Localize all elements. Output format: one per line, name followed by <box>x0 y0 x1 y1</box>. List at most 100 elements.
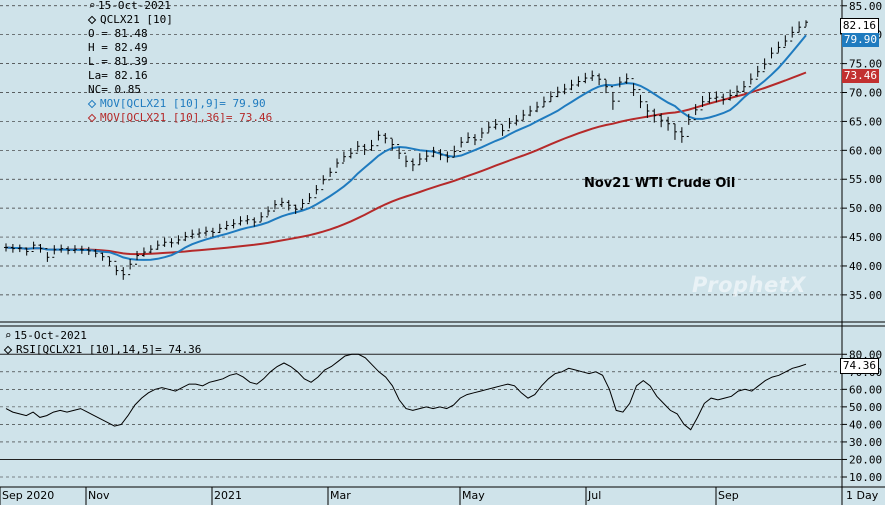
price-bar <box>238 216 243 226</box>
price-bar <box>645 101 650 118</box>
price-bar <box>569 79 574 91</box>
legend-low: L = 81.39 <box>88 55 148 68</box>
price-bar <box>252 217 257 227</box>
ma-slow-tag: 73.46 <box>841 69 879 83</box>
rsi-legend-label: RSI[QCLX21 [10],14,5]= 74.36 <box>16 343 202 356</box>
price-bar <box>328 167 333 181</box>
price-bar <box>231 219 236 229</box>
symbol-diamond-icon <box>87 15 97 25</box>
price-bar <box>335 158 340 173</box>
price-bar <box>472 134 477 146</box>
time-tick-label: Jul <box>587 489 601 502</box>
price-bar <box>286 200 291 211</box>
time-tick-label: Nov <box>88 489 110 502</box>
price-bar <box>445 151 450 163</box>
price-bar <box>107 256 112 266</box>
price-bar <box>114 260 119 276</box>
price-bar <box>514 115 519 126</box>
ma-slow-diamond-icon <box>87 113 97 123</box>
price-bar <box>541 96 546 108</box>
price-bar <box>266 206 271 218</box>
time-tick-label: 2021 <box>214 489 242 502</box>
price-bar <box>507 117 512 132</box>
price-bar <box>24 247 29 256</box>
legend-net-change: NC= 0.85 <box>88 83 141 96</box>
price-bar <box>721 93 726 105</box>
price-bar <box>638 89 643 109</box>
price-bar <box>672 123 677 140</box>
price-bar <box>224 220 229 231</box>
price-bar <box>735 85 740 97</box>
price-bar <box>755 65 760 80</box>
price-bar <box>66 246 71 255</box>
price-legend: ⌕ 15-Oct-2021 QCLX21 [10] O = 81.48 H = 8… <box>86 0 272 125</box>
magnifier-icon: ⌕ <box>88 0 96 12</box>
price-bar <box>590 70 595 81</box>
legend-ma-fast: MOV[QCLX21 [10],9]= 79.90 <box>100 97 266 110</box>
time-tick-label: Sep <box>718 489 739 502</box>
price-bar <box>548 91 553 103</box>
rsi-tick-label: 20.00 <box>849 453 882 466</box>
price-tick-label: 85.00 <box>849 0 882 13</box>
price-bar <box>610 86 615 110</box>
price-bar <box>404 152 408 168</box>
price-bar <box>190 229 195 239</box>
price-bar <box>493 119 498 130</box>
price-bar <box>741 80 746 92</box>
price-bar <box>466 132 471 143</box>
price-bar <box>679 127 684 143</box>
price-bar <box>341 151 346 164</box>
last-price-tag: 82.16 <box>839 18 879 34</box>
price-bar <box>10 243 15 253</box>
legend-last: La= 82.16 <box>88 69 148 82</box>
price-bar <box>390 137 395 151</box>
price-bar <box>783 35 788 48</box>
price-bar <box>776 41 781 54</box>
price-bar <box>707 92 712 104</box>
price-bar <box>128 259 133 276</box>
price-bar <box>452 145 457 158</box>
price-bar <box>59 244 64 253</box>
price-tick-label: 65.00 <box>849 115 882 128</box>
price-bar <box>348 148 353 159</box>
price-bar <box>797 21 802 33</box>
price-bar <box>93 249 98 258</box>
price-bar <box>259 212 264 223</box>
magnifier-icon: ⌕ <box>4 329 12 342</box>
price-bar <box>4 243 8 252</box>
price-bar <box>397 144 402 159</box>
price-tick-label: 70.00 <box>849 87 882 100</box>
rsi-tick-label: 50.00 <box>849 401 882 414</box>
ma-fast-tag: 79.90 <box>841 33 879 47</box>
price-tick-label: 60.00 <box>849 144 882 157</box>
ma-slow-line <box>5 71 807 256</box>
price-tick-label: 75.00 <box>849 58 882 71</box>
price-bar <box>169 238 174 248</box>
price-bar <box>417 153 422 166</box>
price-bar <box>210 227 215 238</box>
price-bar <box>762 58 767 73</box>
price-bar <box>617 76 622 102</box>
price-bar <box>204 226 208 236</box>
price-bar <box>376 130 381 147</box>
price-bar <box>535 101 540 113</box>
rsi-tag: 74.36 <box>839 358 879 374</box>
rsi-tick-label: 40.00 <box>849 418 882 431</box>
price-bar <box>176 235 181 245</box>
price-bar <box>369 139 374 151</box>
rsi-tick-label: 10.00 <box>849 471 882 484</box>
price-bars <box>4 20 808 280</box>
price-bar <box>748 73 753 88</box>
price-bar <box>31 241 36 253</box>
price-bar <box>769 47 774 65</box>
price-bar <box>183 231 188 242</box>
legend-symbol: QCLX21 [10] <box>100 13 173 26</box>
time-tick-label: 1 Day <box>846 489 879 502</box>
rsi-line <box>5 353 807 431</box>
price-bar <box>790 26 795 42</box>
price-bar <box>652 108 657 123</box>
price-tick-label: 45.00 <box>849 231 882 244</box>
price-bar <box>197 228 202 238</box>
price-bar <box>624 73 629 84</box>
